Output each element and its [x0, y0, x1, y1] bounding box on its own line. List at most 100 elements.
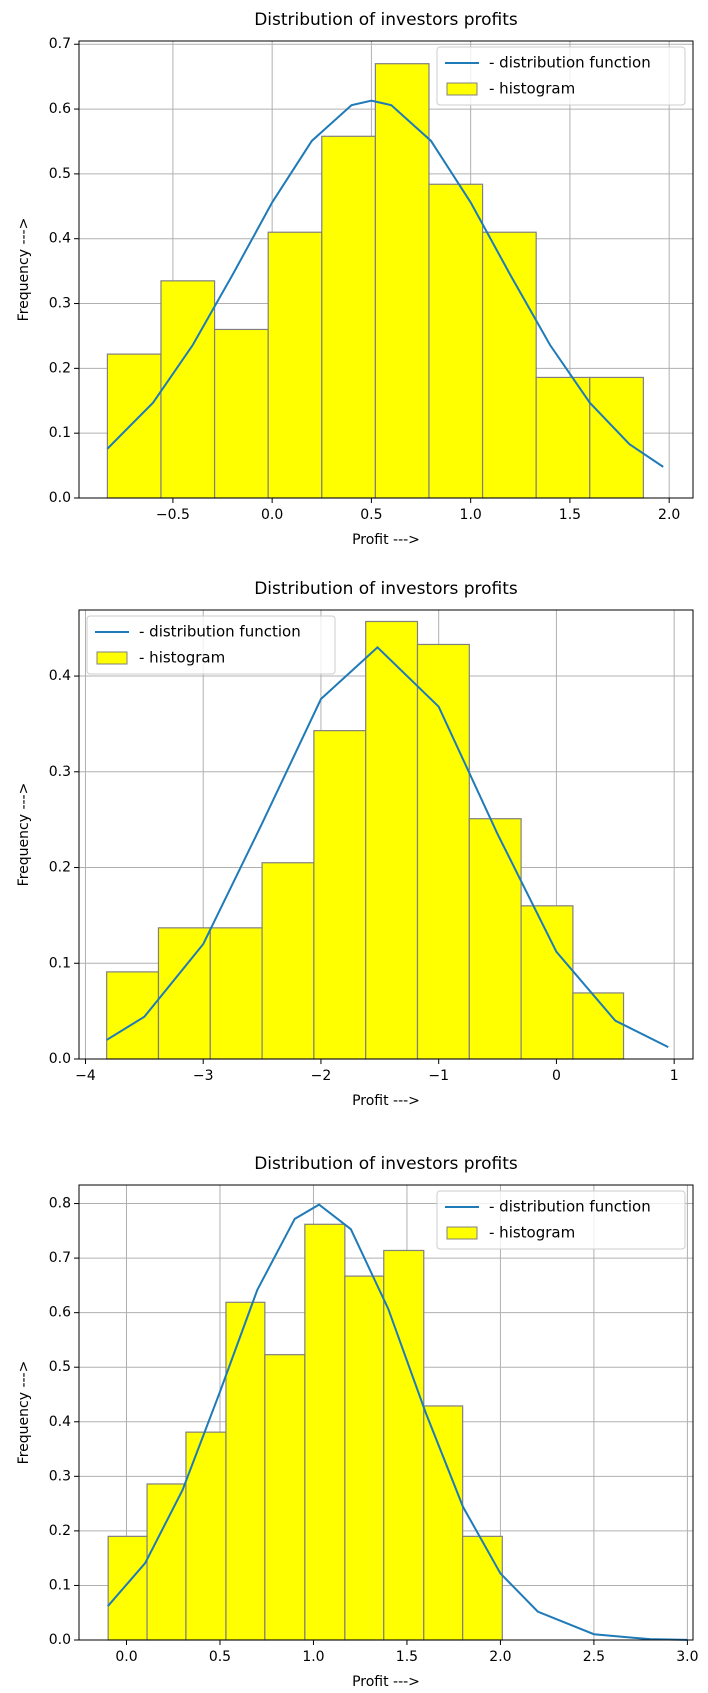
- y-axis-label: Frequency --->: [16, 218, 32, 322]
- legend-label: - distribution function: [489, 54, 651, 72]
- y-tick-label: 0.2: [49, 1523, 71, 1539]
- legend-label: - distribution function: [489, 1198, 651, 1216]
- histogram-bar: [107, 1535, 148, 1641]
- x-tick-label: 1: [670, 1068, 679, 1084]
- x-axis-label: Profit --->: [352, 532, 420, 548]
- y-tick-label: 0.8: [49, 1196, 71, 1212]
- histogram-bar: [520, 905, 574, 1060]
- histogram-bar: [428, 183, 484, 499]
- y-axis-label: Frequency --->: [16, 1361, 32, 1465]
- histogram-bar: [589, 376, 644, 499]
- y-tick-label: 0.1: [49, 1577, 71, 1593]
- histogram-bar: [209, 927, 263, 1060]
- histogram-bar: [481, 231, 537, 499]
- histogram-bar: [267, 231, 323, 499]
- x-tick-label: 3.0: [676, 1649, 698, 1665]
- histogram-bar: [365, 620, 419, 1060]
- y-tick-label: 0.6: [49, 1305, 71, 1321]
- x-tick-label: 2.0: [489, 1649, 511, 1665]
- x-tick-label: 0.0: [115, 1649, 137, 1665]
- y-tick-label: 0.5: [49, 166, 71, 182]
- distribution-curve: [107, 1203, 688, 1641]
- chart-title: Distribution of investors profits: [254, 1154, 518, 1174]
- histogram-bar: [157, 927, 211, 1060]
- legend-box: [436, 1190, 686, 1250]
- distribution-curve: [106, 645, 669, 1049]
- histogram-bar: [304, 1223, 346, 1641]
- y-tick-label: 0.3: [49, 764, 71, 780]
- legend-label: - histogram: [489, 80, 575, 98]
- y-tick-label: 0.6: [49, 101, 71, 117]
- legend-box: [436, 46, 686, 106]
- y-tick-label: 0.0: [49, 1632, 71, 1648]
- x-axis-label: Profit --->: [352, 1674, 420, 1690]
- legend-box: [86, 615, 336, 675]
- y-tick-label: 0.1: [49, 425, 71, 441]
- y-tick-label: 0.3: [49, 296, 71, 312]
- histogram-bar: [264, 1354, 306, 1641]
- chart: Distribution of investors profits Profit …: [16, 10, 694, 548]
- axes-frame: [78, 1184, 694, 1641]
- histogram-bar: [160, 280, 216, 499]
- x-axis-label: Profit --->: [352, 1093, 420, 1109]
- axes-frame: [78, 40, 694, 499]
- histogram-bar: [261, 862, 315, 1060]
- distribution-curve: [106, 99, 664, 468]
- x-tick-label: 0.5: [360, 507, 382, 523]
- y-tick-label: 0.5: [49, 1359, 71, 1375]
- y-axis-label: Frequency --->: [16, 783, 32, 887]
- y-tick-label: 0.4: [49, 668, 71, 684]
- y-tick-label: 0.7: [49, 1250, 71, 1266]
- chart: Distribution of investors profits Profit …: [16, 579, 694, 1109]
- histogram-bar: [462, 1535, 503, 1641]
- histogram-bar: [321, 135, 376, 499]
- histogram-bar: [416, 643, 470, 1060]
- legend-swatch: [446, 1226, 478, 1240]
- x-tick-label: 1.0: [460, 507, 482, 523]
- x-tick-label: 1.5: [559, 507, 581, 523]
- chart-title: Distribution of investors profits: [254, 579, 518, 599]
- histogram-bar: [225, 1301, 266, 1641]
- x-tick-label: −0.5: [156, 507, 190, 523]
- histogram-bar: [344, 1275, 385, 1641]
- legend-label: - histogram: [489, 1224, 575, 1242]
- histogram-bar: [423, 1405, 464, 1641]
- axes-frame: [78, 609, 694, 1060]
- legend-swatch: [96, 651, 128, 665]
- y-tick-label: 0.0: [49, 1051, 71, 1067]
- y-tick-label: 0.2: [49, 360, 71, 376]
- y-tick-label: 0.1: [49, 955, 71, 971]
- x-tick-label: 1.5: [396, 1649, 418, 1665]
- y-tick-label: 0.2: [49, 860, 71, 876]
- histogram-bar: [572, 992, 625, 1060]
- y-tick-label: 0.3: [49, 1468, 71, 1484]
- x-tick-label: −1: [428, 1068, 449, 1084]
- x-tick-label: 2.5: [583, 1649, 605, 1665]
- histogram-bar: [213, 328, 269, 499]
- histogram-bar: [106, 353, 162, 499]
- legend-label: - distribution function: [139, 623, 301, 641]
- y-tick-label: 0.4: [49, 231, 71, 247]
- y-tick-label: 0.4: [49, 1414, 71, 1430]
- legend-swatch: [446, 82, 478, 96]
- chart: Distribution of investors profits Profit …: [16, 1154, 699, 1690]
- x-tick-label: 1.0: [302, 1649, 324, 1665]
- histogram-bar: [374, 63, 430, 499]
- x-tick-label: 0: [552, 1068, 561, 1084]
- chart-title: Distribution of investors profits: [254, 10, 518, 30]
- x-tick-label: −2: [311, 1068, 332, 1084]
- histogram-bar: [313, 730, 367, 1060]
- histogram-bar: [468, 818, 522, 1060]
- x-tick-label: −4: [75, 1068, 96, 1084]
- histogram-bar: [106, 971, 160, 1060]
- x-tick-label: 0.5: [209, 1649, 231, 1665]
- legend-label: - histogram: [139, 649, 225, 667]
- histogram-bar: [146, 1483, 187, 1641]
- y-tick-label: 0.7: [49, 36, 71, 52]
- histogram-bar: [535, 376, 591, 499]
- x-tick-label: 2.0: [658, 507, 680, 523]
- y-tick-label: 0.0: [49, 490, 71, 506]
- histogram-bar: [383, 1249, 425, 1641]
- x-tick-label: 0.0: [261, 507, 283, 523]
